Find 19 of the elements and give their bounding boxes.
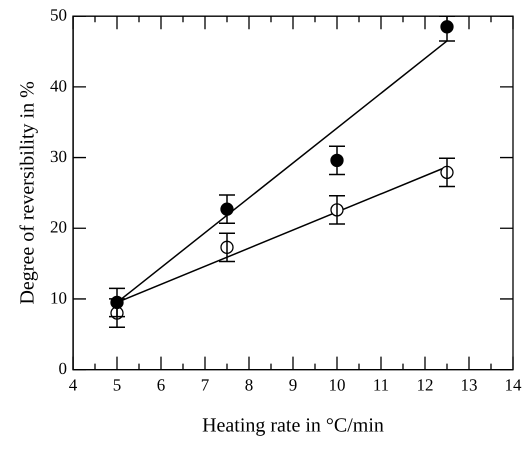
y-tick-label: 30 bbox=[50, 147, 67, 166]
y-tick-label: 10 bbox=[50, 288, 67, 308]
x-tick-label: 11 bbox=[372, 375, 390, 394]
y-axis-title: Degree of reversibility in % bbox=[16, 81, 38, 305]
y-tick-label: 0 bbox=[58, 359, 67, 378]
x-axis-title: Heating rate in °C/min bbox=[202, 414, 384, 436]
y-tick-label: 50 bbox=[50, 6, 67, 25]
x-tick-label: 14 bbox=[504, 375, 522, 394]
x-tick-label: 9 bbox=[288, 375, 298, 394]
x-tick-label: 4 bbox=[68, 375, 78, 394]
y-tick-label: 40 bbox=[50, 76, 67, 96]
x-tick-label: 10 bbox=[328, 375, 346, 394]
x-tick-label: 7 bbox=[200, 375, 210, 394]
x-tick-label: 6 bbox=[156, 375, 166, 394]
x-tick-label: 5 bbox=[112, 375, 122, 394]
x-tick-label: 8 bbox=[244, 375, 254, 394]
x-tick-label: 13 bbox=[460, 375, 478, 394]
x-tick-label: 12 bbox=[416, 375, 434, 394]
y-tick-label: 20 bbox=[50, 218, 67, 237]
